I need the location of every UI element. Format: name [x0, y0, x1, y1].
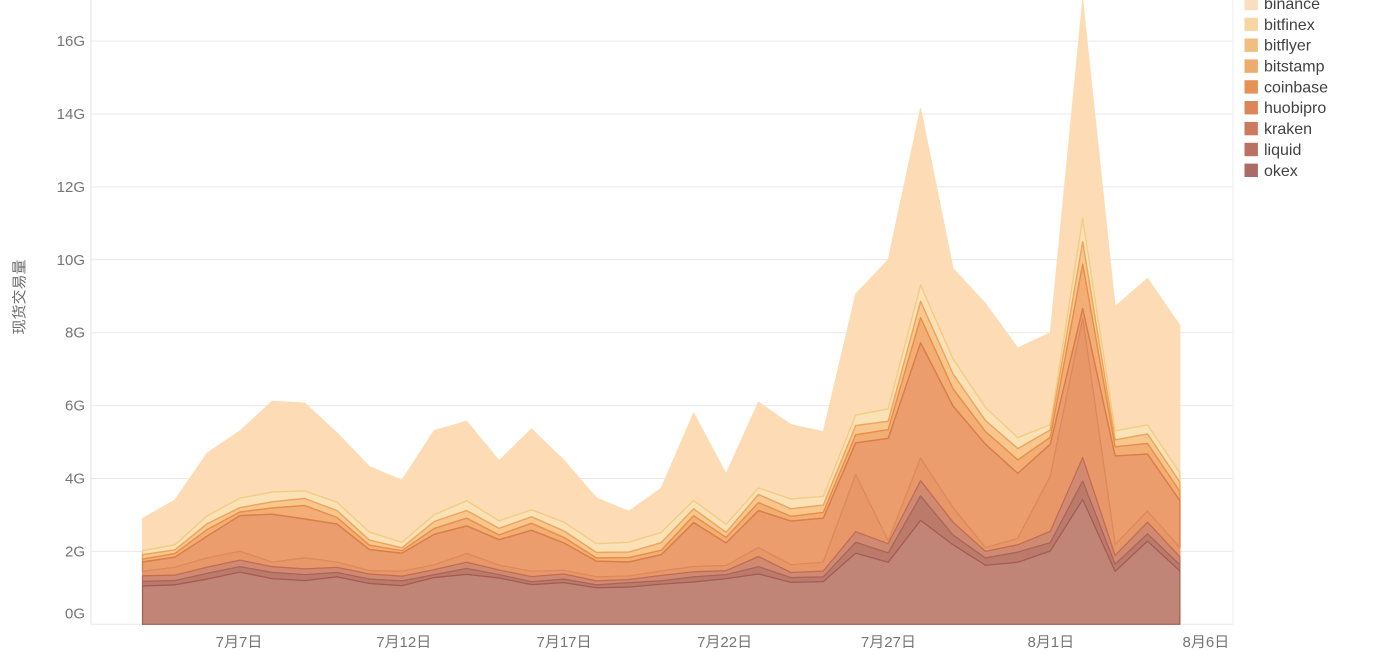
svg-text:7: 7: [239, 634, 247, 651]
svg-text:22: 22: [720, 634, 737, 651]
svg-text:bitflyer: bitflyer: [1264, 38, 1312, 55]
svg-text:7: 7: [536, 634, 544, 651]
svg-text:0G: 0G: [65, 606, 85, 623]
svg-text:okex: okex: [1264, 163, 1298, 180]
svg-text:bitfinex: bitfinex: [1264, 17, 1315, 34]
svg-text:27: 27: [884, 634, 901, 651]
svg-text:2G: 2G: [65, 543, 85, 560]
svg-text:8: 8: [1183, 634, 1191, 651]
svg-text:binance: binance: [1264, 0, 1320, 13]
svg-text:17: 17: [560, 634, 577, 651]
svg-text:6G: 6G: [65, 398, 85, 415]
svg-text:kraken: kraken: [1264, 121, 1312, 138]
svg-text:12G: 12G: [57, 179, 85, 196]
svg-text:8: 8: [1027, 634, 1035, 651]
svg-text:16G: 16G: [57, 33, 85, 50]
svg-text:8G: 8G: [65, 325, 85, 342]
svg-text:10G: 10G: [57, 252, 85, 269]
svg-text:coinbase: coinbase: [1264, 79, 1328, 96]
svg-text:bitstamp: bitstamp: [1264, 59, 1325, 76]
svg-text:6: 6: [1206, 634, 1214, 651]
svg-text:7: 7: [216, 634, 224, 651]
svg-text:4G: 4G: [65, 471, 85, 488]
svg-text:huobipro: huobipro: [1264, 100, 1326, 117]
svg-text:12: 12: [400, 634, 417, 651]
svg-text:7: 7: [376, 634, 384, 651]
svg-text:7: 7: [861, 634, 869, 651]
svg-text:liquid: liquid: [1264, 142, 1301, 159]
svg-text:1: 1: [1051, 634, 1059, 651]
svg-text:7: 7: [697, 634, 705, 651]
svg-text:14G: 14G: [57, 106, 85, 123]
